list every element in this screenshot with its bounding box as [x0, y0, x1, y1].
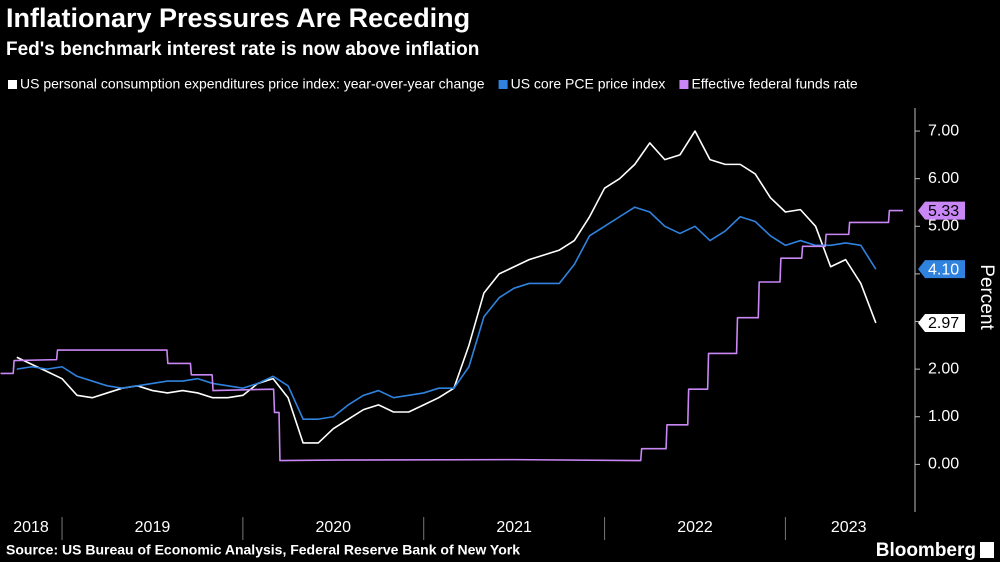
- y-tick-label: 7.00: [928, 122, 959, 139]
- end-label-box: [918, 313, 965, 332]
- source: Source: US Bureau of Economic Analysis, …: [6, 542, 520, 558]
- legend-label: US core PCE price index: [511, 76, 666, 92]
- x-tick-label: 2022: [677, 519, 713, 536]
- x-tick-label: 2019: [135, 519, 171, 536]
- series-line: [16, 130, 877, 444]
- legend-label: US personal consumption expenditures pri…: [20, 76, 485, 92]
- legend-swatch: [8, 80, 17, 89]
- x-tick-label: 2023: [831, 519, 867, 536]
- y-tick-label: 2.00: [928, 360, 959, 377]
- series-line: [16, 206, 877, 420]
- end-label: 2.97: [928, 315, 959, 332]
- legend-swatch: [498, 80, 508, 89]
- chart-title: Inflationary Pressures Are Receding: [6, 3, 470, 33]
- x-tick-label: 2020: [315, 519, 351, 536]
- x-tick-label: 2018: [13, 519, 49, 536]
- y-tick-label: 6.00: [928, 170, 959, 187]
- end-label-box: [918, 260, 965, 279]
- chart-subtitle: Fed's benchmark interest rate is now abo…: [6, 39, 479, 60]
- y-tick-label: 1.00: [928, 408, 959, 425]
- y-axis-label: Percent: [976, 264, 997, 330]
- credit: Bloomberg: [876, 540, 976, 561]
- legend-swatch: [679, 80, 689, 89]
- end-label: 5.33: [928, 203, 959, 220]
- x-tick-label: 2021: [496, 519, 532, 536]
- y-tick-label: 5.00: [928, 218, 959, 235]
- credit-icon: [980, 542, 994, 558]
- series-line: [0, 209, 903, 462]
- y-tick-label: 0.00: [928, 456, 959, 473]
- legend-label: Effective federal funds rate: [691, 76, 857, 92]
- end-label-box: [918, 201, 965, 220]
- end-label: 4.10: [928, 261, 959, 278]
